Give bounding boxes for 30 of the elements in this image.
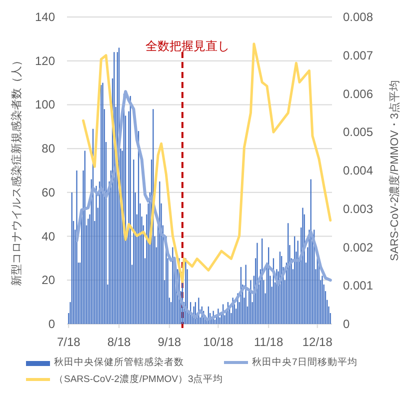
y-tick-label: 140 [34, 10, 56, 24]
y2-axis-title: SARS-CoV-2濃度/PMMOV・3点平均 [388, 80, 401, 261]
y-tick-label: 80 [42, 142, 56, 156]
x-tick-label: 10/18 [203, 335, 234, 349]
x-tick-label: 9/18 [158, 335, 182, 349]
x-tick-label: 8/18 [107, 335, 132, 349]
legend-label: （SARS-CoV-2濃度/PMMOV）3点平均 [54, 373, 224, 386]
x-tick-label: 7/18 [56, 335, 81, 349]
y2-tick-label: 0.007 [343, 48, 374, 62]
ref-line-label: 全数把握見直し [145, 39, 230, 53]
y2-tick-label: 0.008 [343, 10, 374, 24]
y-tick-label: 100 [34, 98, 56, 112]
legend-label: 秋田中央7日間移動平均 [252, 356, 358, 369]
y-tick-label: 0 [48, 317, 56, 331]
x-tick-label: 12/18 [302, 335, 333, 349]
y2-tick-label: 0.004 [343, 164, 374, 178]
y2-tick-label: 0.001 [343, 278, 374, 293]
y2-tick-label: 0.005 [343, 125, 374, 140]
y-axis-title: 新型コロナウイルス感染症新規感染者数（人） [10, 55, 23, 286]
legend-label: 秋田中央保健所管轄感染者数 [54, 356, 184, 369]
y-tick-label: 20 [42, 273, 56, 288]
y2-tick-label: 0.006 [343, 86, 374, 101]
y-tick-label: 120 [34, 54, 56, 68]
x-tick-label: 11/18 [254, 335, 284, 349]
y2-tick-label: 0.003 [343, 202, 374, 216]
y2-tick-label: 0.002 [343, 240, 374, 254]
y-tick-label: 60 [42, 185, 56, 200]
y2-tick-label: 0 [343, 317, 350, 331]
line-series [75, 90, 332, 322]
y-tick-label: 40 [42, 229, 56, 244]
